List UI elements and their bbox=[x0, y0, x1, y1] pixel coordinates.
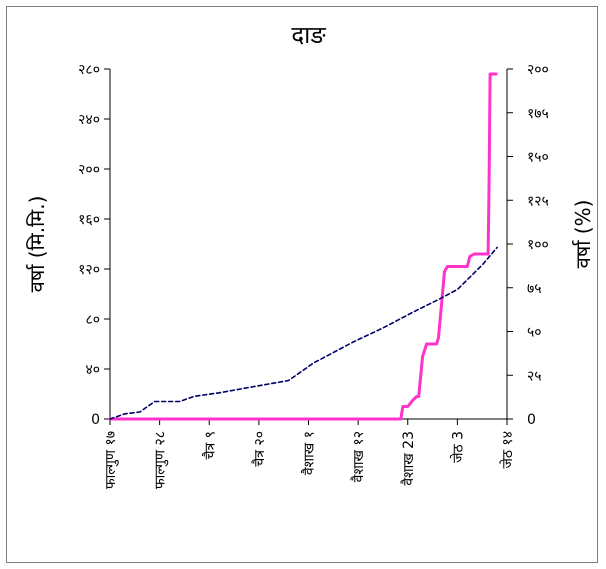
x-tick-label: फाल्गुण २८ bbox=[153, 431, 169, 489]
left-tick-label: १२० bbox=[78, 262, 100, 278]
x-tick-label: चैत्र ९ bbox=[201, 431, 218, 459]
chart-frame: 0 ४० ८० १२० १६० २०० २४० २८० 0 २५ ५० ७५ १०० १२५ १५० १७५… bbox=[6, 6, 598, 563]
left-tick-label: २०० bbox=[78, 162, 100, 178]
left-axis-title: वर्षा (मि.मि.) bbox=[25, 196, 49, 293]
left-tick-label: 0 bbox=[91, 412, 100, 428]
x-tick-label: फाल्गुण १७ bbox=[103, 431, 119, 489]
left-tick-label: २४० bbox=[78, 112, 100, 128]
right-axis: 0 २५ ५० ७५ १०० १२५ १५० १७५ २०० bbox=[507, 62, 549, 428]
left-tick-label: ८० bbox=[85, 312, 100, 328]
series-layer bbox=[108, 72, 498, 421]
x-axis: फाल्गुण १७ फाल्गुण २८ चैत्र ९ चैत्र २० वैशाख… bbox=[103, 419, 516, 489]
series-line-rainfall-percent bbox=[109, 246, 498, 420]
right-tick-label: १०० bbox=[527, 237, 549, 253]
x-tick-label: जेठ 3 bbox=[449, 431, 466, 463]
rainfall-chart: 0 ४० ८० १२० १६० २०० २४० २८० 0 २५ ५० ७५ १०० १२५ १५० १७५… bbox=[25, 21, 595, 489]
x-tick-label: चैत्र २० bbox=[251, 431, 268, 467]
left-tick-label: २८० bbox=[78, 62, 100, 78]
x-tick-label: जेठ १४ bbox=[499, 431, 516, 469]
right-tick-label: २५ bbox=[527, 368, 542, 384]
right-tick-label: ५० bbox=[527, 325, 542, 341]
left-tick-label: ४० bbox=[85, 362, 100, 378]
right-tick-label: 0 bbox=[527, 412, 536, 428]
right-tick-label: १२५ bbox=[527, 193, 549, 209]
x-tick-label: वैशाख १२ bbox=[350, 431, 367, 482]
x-tick-label: वैशाख १ bbox=[301, 431, 318, 475]
right-axis-title: वर्षा (%) bbox=[571, 200, 595, 269]
right-tick-label: ७५ bbox=[527, 281, 542, 297]
x-tick-label: वैशाख 23 bbox=[400, 431, 417, 486]
left-tick-label: १६० bbox=[78, 212, 100, 228]
series-line-rainfall-mm bbox=[108, 72, 498, 421]
right-tick-label: १७५ bbox=[527, 106, 549, 122]
chart-title: दाङ bbox=[291, 21, 326, 49]
right-tick-label: १५० bbox=[527, 150, 549, 166]
right-tick-label: २०० bbox=[527, 62, 549, 78]
left-axis: 0 ४० ८० १२० १६० २०० २४० २८० bbox=[78, 62, 110, 428]
